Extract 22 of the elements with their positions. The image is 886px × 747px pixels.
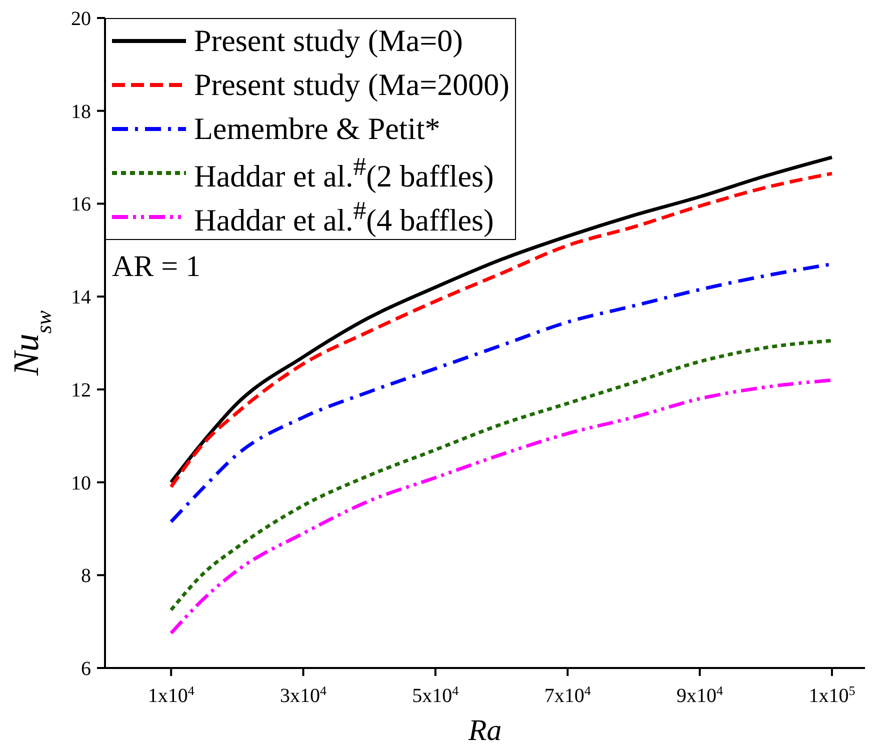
x-tick-label: 1x10$^{4}$: [148, 682, 195, 707]
x-tick-label: 3x10$^{4}$: [280, 682, 328, 707]
legend-label: Present study (Ma=2000): [194, 67, 510, 103]
legend-label: Present study (Ma=0): [194, 23, 463, 59]
y-tick-label: 16: [71, 194, 91, 216]
y-tick-label: 12: [71, 379, 91, 402]
x-tick-label: 5x10$^{4}$: [412, 682, 460, 707]
legend-label: Haddar et al.$^{#}$(2 baffles): [194, 152, 494, 194]
x-tick-label: 1x10$^{5}$: [808, 682, 856, 707]
y-tick-label: 10: [71, 472, 91, 494]
x-tick-label: 9x10$^{4}$: [676, 682, 724, 707]
annotation: AR = 1: [112, 250, 201, 284]
legend-label: Haddar et al.$^{#}$(4 baffles): [194, 196, 494, 238]
legend-label: Lemembre & Petit*: [194, 111, 440, 147]
y-tick-label: 14: [71, 286, 91, 309]
line-series: [169, 338, 834, 612]
y-tick-label: 8: [81, 565, 91, 588]
y-tick-label: 20: [71, 8, 91, 30]
x-tick-label: 7x10$^{4}$: [544, 682, 592, 707]
x-axis-title: Ra: [467, 714, 502, 747]
y-tick-label: 6: [81, 658, 91, 680]
y-tick-label: 18: [71, 100, 91, 123]
